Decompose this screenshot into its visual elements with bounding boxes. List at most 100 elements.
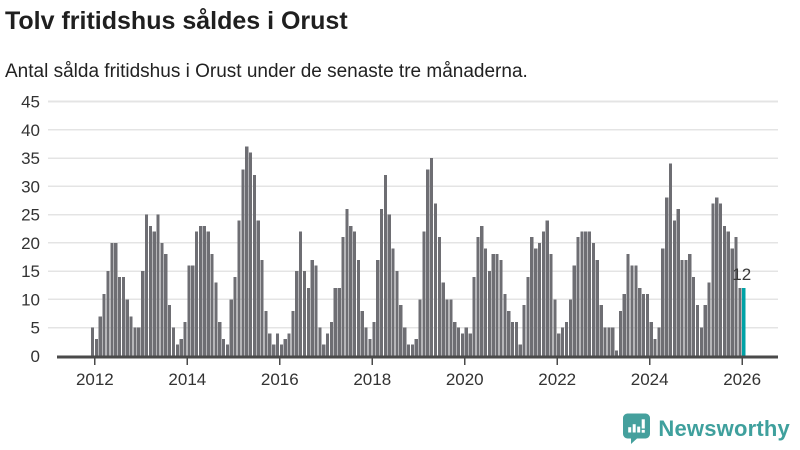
bar [187,265,191,356]
y-tick-label: 5 [31,319,40,338]
bar [148,225,152,356]
bar [222,339,226,356]
bar [641,293,646,356]
bar [484,248,488,356]
bar [233,276,237,356]
bar [406,344,411,356]
bar [245,146,249,356]
bar [549,254,553,356]
bar [191,265,195,356]
bar [453,322,457,356]
bar [611,327,615,356]
bar [661,248,665,356]
bar [738,288,742,356]
bar [329,322,334,356]
y-tick-label: 35 [21,149,40,168]
y-tick-label: 0 [31,347,40,366]
bar [318,327,322,356]
bar [410,344,414,356]
bar [299,231,303,356]
bar [391,248,395,356]
bar [360,310,364,356]
bar [91,327,95,356]
bar [364,327,368,356]
bar [237,220,241,356]
bar [333,288,337,356]
bar [665,197,669,356]
bar [553,299,557,356]
bar [472,276,476,356]
bar [368,339,372,356]
bar [183,322,187,356]
bar [198,225,203,356]
bar [503,293,507,356]
x-tick-label: 2016 [261,370,299,389]
bar [291,310,295,356]
bar [106,271,110,356]
chart-subtitle: Antal sålda fritidshus i Orust under de … [5,61,528,82]
bar [584,231,588,356]
bar [272,344,276,356]
bar [572,265,576,356]
bar [541,231,545,356]
bar [295,271,299,356]
bar [168,305,172,356]
y-tick-label: 10 [21,290,40,309]
bar [218,322,222,356]
bar [206,231,210,356]
bar [433,203,438,356]
x-axis-ticks [94,358,743,365]
bar [576,237,580,356]
bar [491,254,495,356]
bar [372,322,376,356]
bar [534,248,538,356]
bar [144,214,149,356]
bar [383,175,387,356]
bar [703,305,707,356]
bar [588,231,592,356]
bar [468,333,472,356]
bar [279,344,283,356]
bar [275,333,280,356]
bar [730,248,734,356]
bar [252,175,256,356]
bar [414,339,418,356]
highlight-value-label: 12 [732,265,751,284]
bar [310,259,314,356]
x-tick-label: 2012 [76,370,114,389]
bar [595,259,599,356]
bar [634,265,638,356]
bar [422,231,426,356]
bar [649,322,653,356]
bar [268,333,272,356]
bar [345,208,349,356]
gridlines [48,100,778,329]
bar [114,242,118,356]
bar [699,327,703,356]
y-tick-label: 15 [21,262,40,281]
bar [256,220,260,356]
bar [622,293,626,356]
bar [607,327,611,356]
bar [379,208,384,356]
bar [726,231,730,356]
bar [734,237,738,356]
bar [715,197,719,356]
bar [561,327,565,356]
bar [98,316,102,356]
x-tick-label: 2024 [631,370,669,389]
bar [171,327,176,356]
bar [449,299,453,356]
bar [418,299,422,356]
bar [514,322,518,356]
bar [210,254,214,356]
bar [630,265,634,356]
bar [260,259,264,356]
bar [229,299,233,356]
bar [615,350,619,356]
bar [430,158,434,356]
bars-group [91,146,746,356]
bar [202,225,206,356]
